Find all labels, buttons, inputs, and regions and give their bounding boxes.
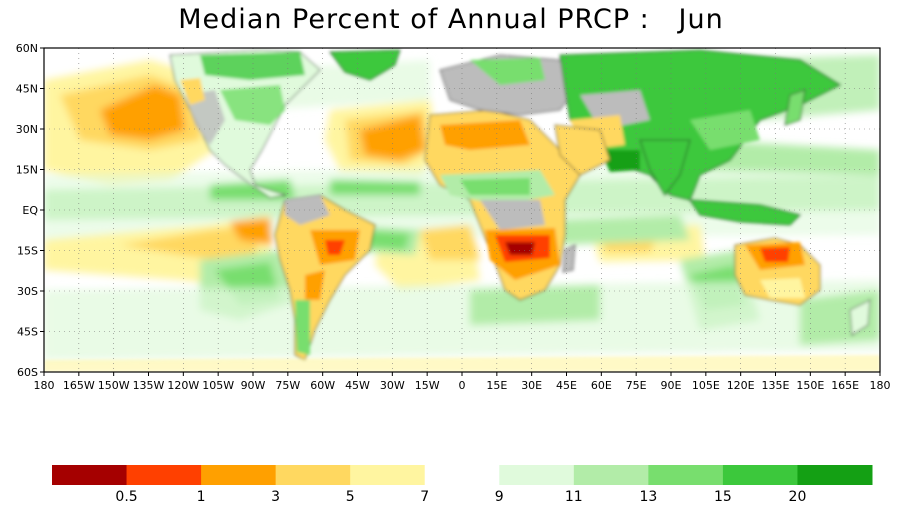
legend-swatch-1 bbox=[126, 465, 202, 485]
indonesia bbox=[689, 199, 801, 226]
lon-label-23: 165E bbox=[831, 379, 859, 392]
lon-label-19: 105E bbox=[692, 379, 720, 392]
india bbox=[639, 139, 691, 196]
lon-label-3: 135W bbox=[133, 379, 165, 392]
lon-label-22: 150E bbox=[796, 379, 824, 392]
lat-label-6: 30S bbox=[17, 285, 38, 298]
legend-label-8: 15 bbox=[714, 489, 732, 505]
lon-label-13: 15E bbox=[486, 379, 507, 392]
legend-label-7: 13 bbox=[639, 489, 657, 505]
lon-label-14: 30E bbox=[521, 379, 542, 392]
lon-label-12: 0 bbox=[459, 379, 466, 392]
lat-label-5: 15S bbox=[17, 245, 38, 258]
legend-swatch-2 bbox=[201, 465, 277, 485]
legend-label-4: 7 bbox=[420, 489, 429, 505]
legend-swatch-7 bbox=[573, 465, 649, 485]
lat-label-0: 60N bbox=[16, 42, 38, 55]
legend-swatch-4 bbox=[350, 465, 426, 485]
lon-label-9: 45W bbox=[345, 379, 370, 392]
arabia bbox=[554, 124, 611, 176]
map-title: Median Percent of Annual PRCP : Jun bbox=[178, 4, 724, 35]
lon-label-24: 180 bbox=[870, 379, 891, 392]
legend-swatch-9 bbox=[722, 465, 798, 485]
legend-swatch-3 bbox=[275, 465, 351, 485]
lon-label-6: 90W bbox=[241, 379, 266, 392]
lon-label-1: 165W bbox=[63, 379, 95, 392]
lon-label-16: 60E bbox=[591, 379, 612, 392]
lat-label-8: 60S bbox=[17, 366, 38, 379]
legend-swatch-8 bbox=[648, 465, 724, 485]
land-masses bbox=[44, 49, 880, 372]
greenland bbox=[329, 49, 401, 81]
new-zealand bbox=[849, 299, 871, 336]
legend-label-0: 0.5 bbox=[115, 489, 137, 505]
lon-label-4: 120W bbox=[167, 379, 199, 392]
map-grid bbox=[44, 48, 880, 372]
lon-label-17: 75E bbox=[626, 379, 647, 392]
lon-label-10: 30W bbox=[380, 379, 405, 392]
legend-label-1: 1 bbox=[197, 489, 206, 505]
legend-swatch-0 bbox=[52, 465, 128, 485]
madagascar bbox=[562, 244, 576, 273]
lat-label-4: EQ bbox=[22, 204, 38, 217]
legend-label-9: 20 bbox=[789, 489, 807, 505]
lon-label-8: 60W bbox=[310, 379, 335, 392]
legend-label-5: 9 bbox=[495, 489, 504, 505]
lon-label-0: 180 bbox=[34, 379, 55, 392]
lon-label-21: 135E bbox=[762, 379, 790, 392]
lat-label-3: 15N bbox=[16, 164, 38, 177]
lon-label-18: 90E bbox=[661, 379, 682, 392]
legend-swatch-6 bbox=[499, 465, 575, 485]
lon-label-5: 105W bbox=[202, 379, 234, 392]
legend-label-6: 11 bbox=[565, 489, 583, 505]
lon-label-15: 45E bbox=[556, 379, 577, 392]
legend-swatch-5 bbox=[424, 465, 500, 485]
lon-label-11: 15W bbox=[415, 379, 440, 392]
lon-label-20: 120E bbox=[727, 379, 755, 392]
japan bbox=[784, 89, 806, 126]
lon-label-2: 150W bbox=[98, 379, 130, 392]
lat-label-7: 45S bbox=[17, 326, 38, 339]
legend-label-3: 5 bbox=[346, 489, 355, 505]
lon-label-7: 75W bbox=[275, 379, 300, 392]
legend-label-2: 3 bbox=[271, 489, 280, 505]
legend-swatch-10 bbox=[797, 465, 873, 485]
lat-label-2: 30N bbox=[16, 123, 38, 136]
lat-label-1: 45N bbox=[16, 83, 38, 96]
